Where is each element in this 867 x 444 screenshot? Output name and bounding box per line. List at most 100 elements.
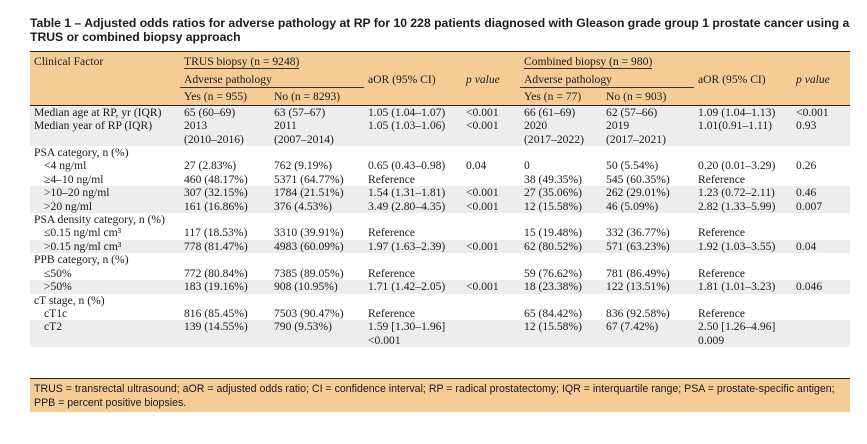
table-cell: 62 (80.52%): [520, 239, 603, 254]
table-cell: [792, 132, 851, 147]
table-cell: 376 (4.53%): [270, 199, 364, 214]
table-cell: 50 (5.54%): [606, 159, 659, 173]
table-cell: [180, 213, 270, 226]
table-cell: 908 (10.95%): [270, 280, 364, 294]
table-cell: [462, 146, 520, 159]
table-cell: <0.001: [462, 199, 521, 214]
table-cell: [792, 226, 850, 239]
table-cell: [694, 146, 792, 159]
header-comb-p-value: p value: [792, 71, 851, 88]
table-row: cT1c 816 (85.45%) 7503 (90.47%) Reference 65…: [30, 307, 850, 320]
table-cell: 46 (5.09%): [602, 199, 695, 214]
table-cell: <0.001: [462, 119, 521, 133]
table-cell: [602, 253, 694, 266]
table-cell: 0.65 (0.43–0.98): [368, 159, 446, 173]
table-cell: 1784 (21.51%): [270, 186, 364, 200]
table-cell: [520, 146, 602, 159]
table-cell: 183 (19.16%): [180, 280, 270, 294]
row-label: >10–20 ng/ml: [30, 186, 180, 200]
table-cell: 1.81 (1.01–3.23): [694, 280, 793, 294]
header-comb-aor: aOR (95% CI): [694, 71, 793, 88]
table-row: PPB category, n (%): [30, 253, 850, 266]
table-cell: 65 (84.42%): [524, 306, 582, 320]
table-cell: [364, 146, 462, 159]
table-cell: 0.93: [792, 119, 851, 133]
header-comb-yes: Yes (n = 77): [520, 87, 603, 106]
table-cell: 1.05 (1.04–1.07): [364, 104, 462, 120]
results-table: Clinical Factor TRUS biopsy (n = 9248) C…: [30, 51, 851, 348]
table-cell: Reference: [698, 266, 746, 280]
table-cell: 1.23 (0.72–2.11): [694, 186, 793, 200]
table-cell: 778 (81.47%): [180, 239, 270, 254]
header-comb-adverse-pathology: Adverse pathology: [520, 71, 695, 89]
table-cell: [462, 173, 520, 186]
table-cell: [462, 132, 521, 147]
table-cell: 0: [524, 159, 530, 173]
table-cell: [694, 253, 792, 266]
header-trus-adverse-pathology: Adverse pathology: [180, 71, 364, 89]
table-cell: [180, 146, 270, 159]
row-label: ≥4–10 ng/ml: [44, 172, 104, 186]
table-cell: [462, 307, 520, 320]
table-cell: 65 (60–69): [180, 104, 270, 120]
table-row: PSA density category, n (%): [30, 213, 850, 226]
table-cell: 15 (19.48%): [524, 226, 582, 240]
table-cell: [462, 226, 520, 239]
table-cell: 12 (15.58%): [520, 320, 603, 334]
table-row: ≤0.15 ng/ml cm³ 117 (18.53%) 3310 (39.91%)…: [30, 226, 850, 239]
row-label: <4 ng/ml: [44, 159, 87, 173]
table-cell: 2019: [602, 119, 695, 133]
row-label: >0.15 ng/ml cm³: [30, 239, 180, 254]
table-cell: 122 (13.51%): [602, 280, 695, 294]
table-cell: 1.59 [1.30–1.96]: [364, 320, 462, 334]
table-cell: Reference: [698, 306, 746, 320]
table-cell: (2017–2022): [520, 132, 603, 147]
table-cell: [462, 267, 520, 280]
table-cell: [180, 333, 270, 348]
header-combined-group: Combined biopsy (n = 980): [520, 51, 851, 71]
table-cell: [270, 253, 364, 266]
header-trus-p-value: p value: [462, 71, 521, 88]
table-body: Median age at RP, yr (IQR) 65 (60–69) 63 (…: [30, 104, 851, 348]
table-cell: [520, 253, 602, 266]
table-cell: [520, 333, 603, 348]
row-label: [30, 333, 180, 348]
table-row: <0.001 0.009: [30, 333, 851, 348]
table-cell: 18 (23.38%): [520, 280, 603, 294]
table-cell: 0.04: [466, 159, 487, 173]
table-cell: [462, 253, 520, 266]
table-row: >0.15 ng/ml cm³ 778 (81.47%) 4983 (60.09%)…: [30, 239, 851, 254]
table-cell: 4983 (60.09%): [270, 239, 364, 254]
table-cell: 67 (7.42%): [602, 320, 695, 334]
row-label: Median age at RP, yr (IQR): [30, 104, 180, 120]
row-label: PSA density category, n (%): [34, 213, 165, 227]
table-cell: 262 (29.01%): [602, 186, 695, 200]
table-cell: 1.01(0.91–1.11): [694, 119, 793, 133]
table-cell: <0.001: [462, 104, 521, 120]
table-row: <4 ng/ml 27 (2.83%) 762 (9.19%) 0.65 (0.43–…: [30, 159, 850, 172]
table-cell: [364, 294, 462, 307]
table-cell: [792, 333, 851, 348]
table-row: Median year of RP (IQR) 2013 2011 1.05 (1.0…: [30, 119, 851, 133]
table-cell: 62 (57–66): [602, 104, 695, 120]
table-cell: 460 (48.17%): [184, 172, 248, 186]
table-cell: 27 (2.83%): [184, 159, 237, 173]
header-row-yesno: Yes (n = 955) No (n = 8293) Yes (n = 77)…: [30, 87, 851, 106]
table-cell: (2007–2014): [270, 132, 364, 147]
table-cell: Reference: [368, 172, 415, 186]
table-cell: 2013: [180, 119, 270, 133]
table-cell: 1.54 (1.31–1.81): [364, 186, 462, 200]
table-cell: [520, 213, 602, 226]
header-row-groups: Clinical Factor TRUS biopsy (n = 9248) C…: [30, 51, 851, 71]
table-cell: 12 (15.58%): [520, 199, 603, 214]
table-cell: [602, 333, 695, 348]
table-cell: [364, 213, 462, 226]
table-cell: [180, 253, 270, 266]
table-cell: Reference: [698, 172, 746, 186]
table-cell: [792, 213, 850, 226]
table-cell: 2020: [520, 119, 603, 133]
table-cell: 545 (60.35%): [606, 172, 670, 186]
row-label: ≤0.15 ng/ml cm³: [44, 226, 122, 240]
table-row: >10–20 ng/ml 307 (32.15%) 1784 (21.51%) 1.5…: [30, 186, 851, 200]
table-row: >20 ng/ml 161 (16.86%) 376 (4.53%) 3.49 (2.…: [30, 199, 851, 214]
